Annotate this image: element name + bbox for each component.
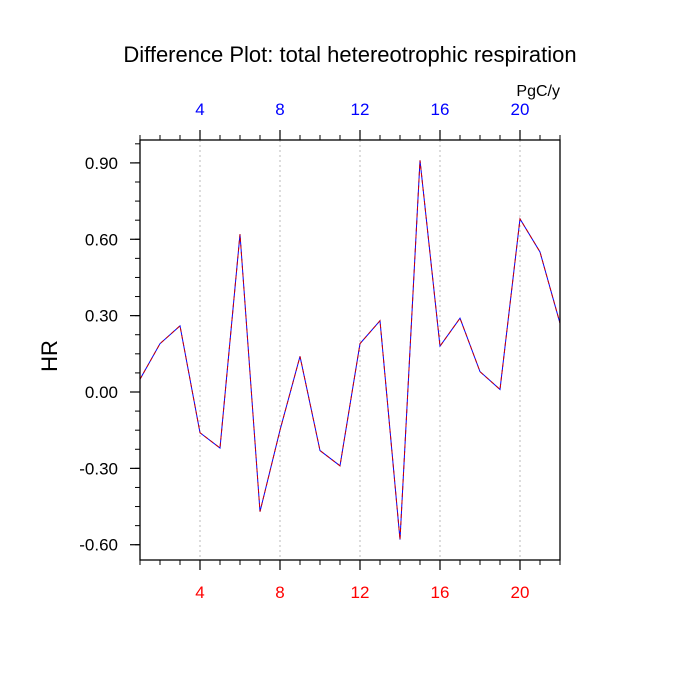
plot-frame <box>139 139 561 561</box>
y-axis-label: HR <box>37 340 62 372</box>
x-tick-label-top: 12 <box>351 100 370 119</box>
series-line-dashed <box>139 160 561 540</box>
y-tick-label: 0.00 <box>85 383 118 402</box>
x-tick-label-bottom: 12 <box>351 583 370 602</box>
y-tick-label: -0.30 <box>79 459 118 478</box>
x-tick-label-top: 8 <box>275 100 284 119</box>
chart-title: Difference Plot: total hetereotrophic re… <box>123 42 576 67</box>
x-tick-label-bottom: 8 <box>275 583 284 602</box>
x-tick-label-top: 16 <box>431 100 450 119</box>
y-tick-label: -0.60 <box>79 536 118 555</box>
x-tick-label-bottom: 4 <box>195 583 204 602</box>
grid-layer <box>199 140 521 560</box>
units-label: PgC/y <box>516 83 560 100</box>
x-tick-label-top: 20 <box>511 100 530 119</box>
series-line-solid <box>139 160 561 540</box>
x-tick-label-bottom: 16 <box>431 583 450 602</box>
y-tick-label: 0.60 <box>85 230 118 249</box>
y-tick-label: 0.30 <box>85 307 118 326</box>
y-tick-label: 0.90 <box>85 154 118 173</box>
x-tick-label-bottom: 20 <box>511 583 530 602</box>
labels-layer: 4 4 8 8 12 12 16 16 20 20 -0.60 -0.30 0.00 0.30 0.60 0.… <box>79 100 529 602</box>
x-tick-label-top: 4 <box>195 100 204 119</box>
series-layer <box>139 160 561 540</box>
ticks-layer <box>130 130 561 570</box>
